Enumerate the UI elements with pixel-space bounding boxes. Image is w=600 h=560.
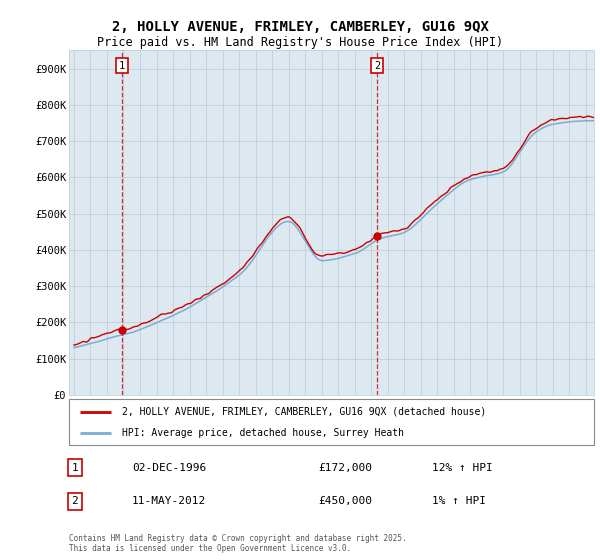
Text: 11-MAY-2012: 11-MAY-2012	[132, 496, 206, 506]
Text: 12% ↑ HPI: 12% ↑ HPI	[432, 463, 493, 473]
Text: 1: 1	[119, 60, 125, 71]
Text: HPI: Average price, detached house, Surrey Heath: HPI: Average price, detached house, Surr…	[121, 428, 404, 438]
Text: Contains HM Land Registry data © Crown copyright and database right 2025.
This d: Contains HM Land Registry data © Crown c…	[69, 534, 407, 553]
Text: Price paid vs. HM Land Registry's House Price Index (HPI): Price paid vs. HM Land Registry's House …	[97, 36, 503, 49]
Text: 2, HOLLY AVENUE, FRIMLEY, CAMBERLEY, GU16 9QX (detached house): 2, HOLLY AVENUE, FRIMLEY, CAMBERLEY, GU1…	[121, 407, 486, 417]
Text: 1: 1	[71, 463, 79, 473]
Text: 2, HOLLY AVENUE, FRIMLEY, CAMBERLEY, GU16 9QX: 2, HOLLY AVENUE, FRIMLEY, CAMBERLEY, GU1…	[112, 20, 488, 34]
Text: 02-DEC-1996: 02-DEC-1996	[132, 463, 206, 473]
Text: £172,000: £172,000	[318, 463, 372, 473]
FancyBboxPatch shape	[69, 399, 594, 445]
Text: 2: 2	[374, 60, 380, 71]
Text: £450,000: £450,000	[318, 496, 372, 506]
Text: 1% ↑ HPI: 1% ↑ HPI	[432, 496, 486, 506]
Text: 2: 2	[71, 496, 79, 506]
